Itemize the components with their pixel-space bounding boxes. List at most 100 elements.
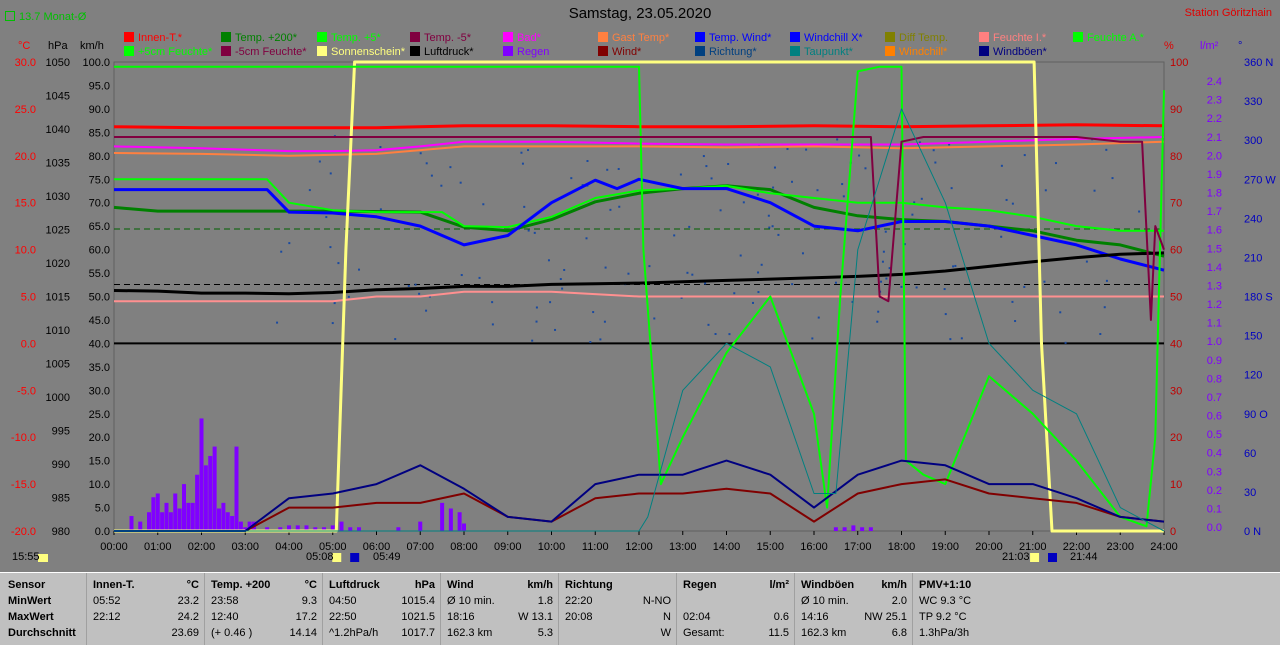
sensor-heading: Sensor (8, 579, 46, 591)
legend-label: Innen-T.* (138, 32, 183, 44)
legend-item[interactable]: Wind* (598, 46, 641, 58)
checkbox-icon[interactable] (5, 11, 15, 21)
direction-dot (801, 252, 804, 255)
monthly-average-label: 13.7 Monat-Ø (19, 11, 87, 23)
direction-dot (1093, 189, 1096, 192)
legend-item[interactable]: Windchill X* (790, 32, 863, 44)
temp-tick-label: 25.0 (15, 104, 36, 116)
direction-dot (276, 321, 279, 324)
rain-bar (313, 527, 318, 531)
legend-item[interactable]: Windchill* (885, 46, 947, 58)
hpa-tick-label: 1030 (46, 191, 70, 203)
legend-item[interactable]: Innen-T.* (124, 32, 182, 44)
direction-dot (478, 276, 481, 279)
x-tick-label: 01:00 (144, 541, 172, 553)
direction-dot (903, 243, 906, 246)
legend-swatch (790, 32, 800, 42)
legend-item[interactable]: Luftdruck* (410, 46, 474, 58)
stats-cell-value: 5.3 (537, 627, 553, 639)
rain-bar (339, 521, 344, 531)
direction-dot (1138, 210, 1141, 213)
direction-dot (686, 271, 689, 274)
direction-dot (739, 254, 742, 257)
direction-dot (688, 225, 691, 228)
min-row-label: MinWert (8, 595, 52, 607)
rain-bar (295, 525, 300, 531)
legend-item[interactable]: -5cm Feuchte* (221, 46, 307, 58)
series-line-temp5 (114, 178, 1164, 232)
kmh-tick-label: 70.0 (89, 198, 110, 210)
legend-label: Gast Temp* (612, 32, 670, 44)
stats-row: Gesamt: 11.5 (683, 627, 789, 641)
x-tick-label: 02:00 (188, 541, 216, 553)
temp-tick-label: -10.0 (11, 432, 36, 444)
legend-item[interactable]: Richtung* (695, 46, 757, 58)
legend-item[interactable]: Temp. Wind* (695, 32, 771, 44)
lm2-tick-label: 1.3 (1207, 280, 1222, 292)
direction-dot (1011, 202, 1014, 205)
direction-dot (918, 141, 921, 144)
direction-dot (1059, 311, 1062, 314)
rain-bar (138, 521, 143, 531)
legend-item[interactable]: +5cm Feuchte* (124, 46, 212, 58)
direction-dot (707, 323, 710, 326)
direction-dot (960, 337, 963, 340)
direction-dot (425, 162, 428, 165)
legend-item[interactable]: Diff Temp. (885, 32, 948, 44)
direction-dot (760, 263, 763, 266)
direction-dot (1044, 189, 1047, 192)
rain-bar (357, 527, 361, 531)
rain-bar (225, 512, 230, 531)
stats-heading: Windböen km/h (801, 579, 907, 593)
direction-dot (772, 186, 775, 189)
legend-item[interactable]: Sonnenschein* (317, 46, 405, 58)
rain-bar (462, 523, 466, 531)
legend-item[interactable]: Temp. +200* (221, 32, 297, 44)
deg-tick-label: 240 (1244, 213, 1262, 225)
stats-col-boen: Windböen km/h Ø 10 min. 2.0 14:16 NW 25.1 162.… (794, 573, 913, 645)
series-line-innent (113, 123, 1165, 130)
direction-dot (858, 154, 861, 157)
max-row-label: MaxWert (8, 611, 54, 623)
temp-tick-label: 5.0 (21, 292, 36, 304)
stats-row: 22:50 1021.5 (329, 611, 435, 625)
legend-item[interactable]: Taupunkt* (790, 46, 853, 58)
direction-dot (1000, 164, 1003, 167)
direction-dot (771, 225, 774, 228)
sun-event-icon (1048, 553, 1057, 562)
direction-dot (1085, 260, 1088, 263)
rain-bar (396, 527, 401, 531)
direction-dot (842, 195, 845, 198)
stats-cell-value: 17.2 (295, 611, 317, 623)
direction-dot (604, 266, 607, 269)
direction-dot (347, 295, 350, 298)
legend-label: Windchill* (899, 46, 948, 58)
legend-item[interactable]: Temp. -5* (410, 32, 471, 44)
rain-bar (190, 502, 195, 531)
sun-event-icon (350, 553, 360, 562)
stats-title: Windböen (801, 579, 855, 591)
direction-dot (679, 173, 682, 176)
direction-dot (757, 271, 760, 274)
pct-tick-label: 90 (1170, 104, 1182, 116)
legend-item[interactable]: Windböen* (979, 46, 1047, 58)
direction-dot (563, 268, 566, 271)
legend-item[interactable]: Feuchte I.* (979, 32, 1046, 44)
monthly-average[interactable]: 13.7 Monat-Ø (5, 11, 86, 23)
stats-cell-value: 1017.7 (401, 627, 435, 639)
pct-tick-label: 50 (1170, 292, 1182, 304)
legend-item[interactable]: Regen (503, 46, 549, 58)
direction-dot (710, 177, 713, 180)
legend-item[interactable]: Temp. +5* (317, 32, 381, 44)
direction-dot (520, 151, 523, 154)
direction-dot (318, 160, 321, 163)
legend-item[interactable]: Bad* (503, 32, 541, 44)
direction-dot (944, 313, 947, 316)
legend-item[interactable]: Feuchte A.* (1073, 32, 1144, 44)
legend-item[interactable]: Gast Temp* (598, 32, 669, 44)
lm2-tick-label: 2.1 (1207, 132, 1222, 144)
kmh-tick-label: 55.0 (89, 268, 110, 280)
stats-row: 02:04 0.6 (683, 611, 789, 625)
x-tick-label: 23:00 (1106, 541, 1134, 553)
lm2-tick-label: 2.4 (1207, 76, 1222, 88)
